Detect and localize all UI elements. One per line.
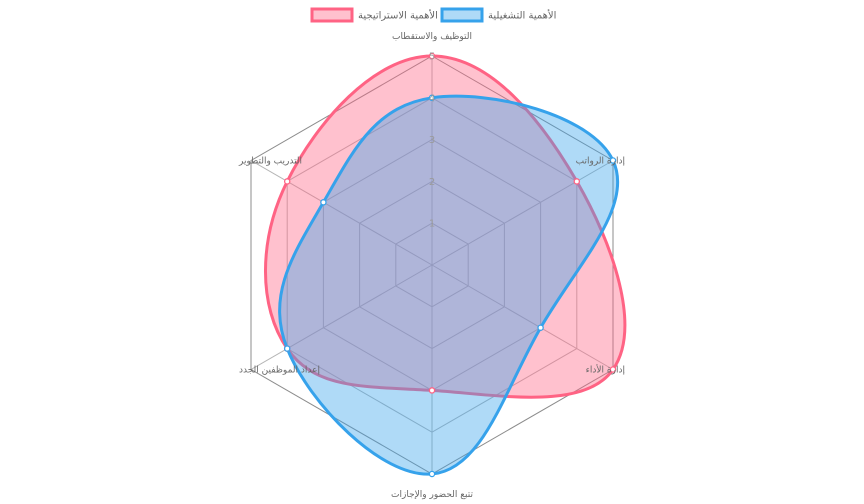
radar-axis-labels: التوظيف والاستقطاب إدارة الرواتب إدارة الأ… bbox=[238, 32, 625, 500]
series-1-point[interactable] bbox=[283, 178, 291, 185]
series-1-point[interactable] bbox=[428, 387, 436, 394]
series-2-point[interactable] bbox=[428, 470, 436, 478]
axis-label: إدارة الرواتب bbox=[576, 157, 625, 167]
series-1-point[interactable] bbox=[609, 366, 617, 373]
axis-label: التدريب والتطوير bbox=[238, 157, 302, 167]
radar-ticks: 1 2 3 4 5 bbox=[429, 52, 435, 230]
series-2-point[interactable] bbox=[320, 199, 327, 206]
grid-spoke bbox=[250, 160, 433, 266]
grid-spoke bbox=[431, 160, 614, 266]
legend: الأهمية التشغيلية الأهمية الاستراتيجية bbox=[310, 7, 556, 23]
tick-label: 5 bbox=[429, 52, 435, 63]
legend-swatch[interactable] bbox=[440, 7, 484, 23]
grid-spoke bbox=[250, 264, 433, 370]
radar-series bbox=[263, 52, 627, 478]
tick-label: 1 bbox=[429, 219, 435, 230]
legend-label[interactable]: الأهمية الاستراتيجية bbox=[358, 9, 438, 22]
axis-label: إعداد الموظفين الجدد bbox=[239, 366, 320, 376]
tick-label: 2 bbox=[429, 177, 435, 188]
series-1-point[interactable] bbox=[573, 178, 581, 185]
axis-label: التوظيف والاستقطاب bbox=[392, 32, 472, 42]
axis-label: تتبع الحضور والإجازات bbox=[391, 490, 473, 500]
tick-label: 4 bbox=[429, 93, 435, 104]
tick-label: 3 bbox=[429, 135, 435, 146]
legend-label[interactable]: الأهمية التشغيلية bbox=[488, 9, 556, 22]
series-2-point[interactable] bbox=[609, 157, 617, 164]
series-1-point[interactable] bbox=[428, 52, 436, 60]
series-2-point[interactable] bbox=[283, 345, 291, 352]
axis-label: إدارة الأداء bbox=[586, 364, 625, 376]
series-2-point[interactable] bbox=[537, 324, 544, 331]
legend-swatch[interactable] bbox=[310, 7, 354, 23]
series-2-point[interactable] bbox=[428, 94, 436, 102]
grid-spoke bbox=[431, 264, 614, 370]
